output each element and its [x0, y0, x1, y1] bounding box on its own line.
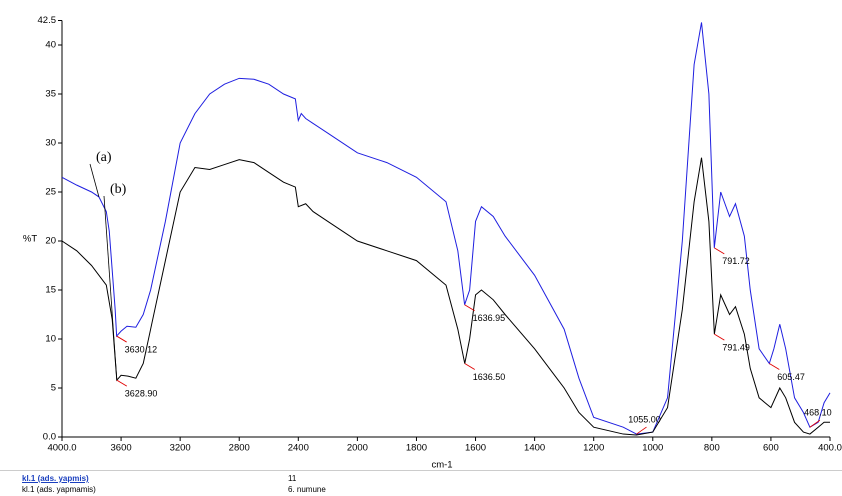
peak-leader	[464, 363, 475, 370]
x-tick-label: 3200	[170, 443, 191, 454]
y-tick-label: 20	[45, 236, 56, 247]
x-tick-label: 2400	[288, 443, 309, 454]
sample-value: 11	[288, 474, 297, 483]
x-tick-label: 1200	[583, 443, 604, 454]
peak-label: 1636.50	[473, 372, 506, 382]
peak-leader	[636, 426, 647, 435]
peak-leader	[116, 335, 127, 343]
peak-leader	[769, 363, 780, 370]
series-pointer	[89, 163, 100, 198]
peak-label: 791.49	[722, 342, 750, 352]
spectrum-line	[61, 22, 831, 435]
x-axis-label: cm-1	[431, 460, 452, 470]
y-tick-label: 0.0	[43, 432, 56, 443]
peak-leader	[464, 304, 475, 312]
peak-label: 791.72	[722, 256, 750, 266]
peak-label: 1636.95	[473, 313, 506, 323]
peak-leader	[116, 379, 128, 387]
x-tick-label: 4000.0	[47, 443, 76, 454]
chart: cm-1 %T 4000.0 3600 3200 2800 2400 2000 1800 16…	[23, 15, 842, 471]
x-tick-label: 2800	[229, 443, 250, 454]
footer-table: kl.1 (ads. yapmis) 11 kl.1 (ads. yapmami…	[0, 470, 842, 496]
peak-leader	[714, 333, 725, 341]
y-tick-label: 40	[45, 40, 56, 51]
x-tick-label: 1400	[524, 443, 545, 454]
peak-label: 1055.00	[628, 414, 661, 424]
peak-label: 3630.12	[125, 344, 158, 354]
x-tick-label: 1800	[406, 443, 427, 454]
series-label: (a)	[96, 150, 112, 165]
x-tick-label: 2000	[347, 443, 368, 454]
spectrum-line	[61, 157, 830, 436]
x-tick-label: 1000	[642, 443, 663, 454]
sample-value: 6. numune	[288, 485, 326, 494]
peak-leader	[714, 247, 725, 255]
y-tick-label: 15	[45, 285, 56, 296]
y-tick-label: 35	[45, 89, 56, 100]
x-tick-label: 1600	[465, 443, 486, 454]
y-axis-label: %T	[23, 234, 37, 245]
x-tick-label: 800	[704, 443, 720, 454]
y-tick-label: 5	[51, 383, 56, 394]
peak-label: 605.47	[777, 372, 805, 382]
y-tick-label: 42.5	[38, 15, 57, 26]
peak-label: 468.10	[804, 408, 832, 418]
x-tick-label: 600	[763, 443, 779, 454]
x-tick-label: 400.0	[818, 443, 842, 454]
y-tick-label: 10	[45, 334, 56, 345]
series-pointer	[103, 195, 118, 381]
x-tick-label: 3600	[111, 443, 132, 454]
series-label: (b)	[110, 182, 127, 197]
peak-leader	[809, 419, 821, 428]
sample-name: kl.1 (ads. yapmamis)	[22, 485, 96, 494]
y-tick-label: 25	[45, 187, 56, 198]
sample-link[interactable]: kl.1 (ads. yapmis)	[22, 474, 89, 483]
peak-label: 3628.90	[125, 389, 158, 399]
y-tick-label: 30	[45, 138, 56, 149]
